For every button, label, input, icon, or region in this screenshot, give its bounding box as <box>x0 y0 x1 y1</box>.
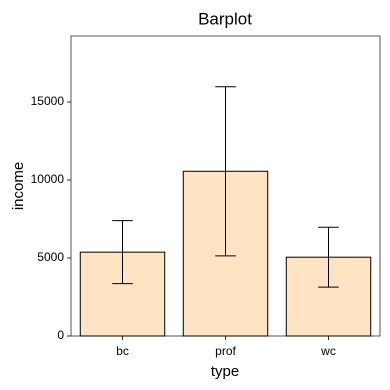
chart-title: Barplot <box>198 9 252 28</box>
x-tick-label: bc <box>116 344 129 358</box>
y-tick-label: 15000 <box>31 94 65 108</box>
x-tick-label: prof <box>215 344 236 358</box>
x-tick-label: wc <box>320 344 336 358</box>
y-tick-label: 10000 <box>31 172 65 186</box>
error-bar <box>215 86 236 257</box>
y-tick-label: 5000 <box>37 250 64 264</box>
x-axis-title: type <box>211 363 239 380</box>
y-tick-label: 0 <box>57 328 64 342</box>
error-bar <box>318 226 339 288</box>
y-axis-title: income <box>10 162 27 210</box>
error-bar <box>112 220 133 285</box>
